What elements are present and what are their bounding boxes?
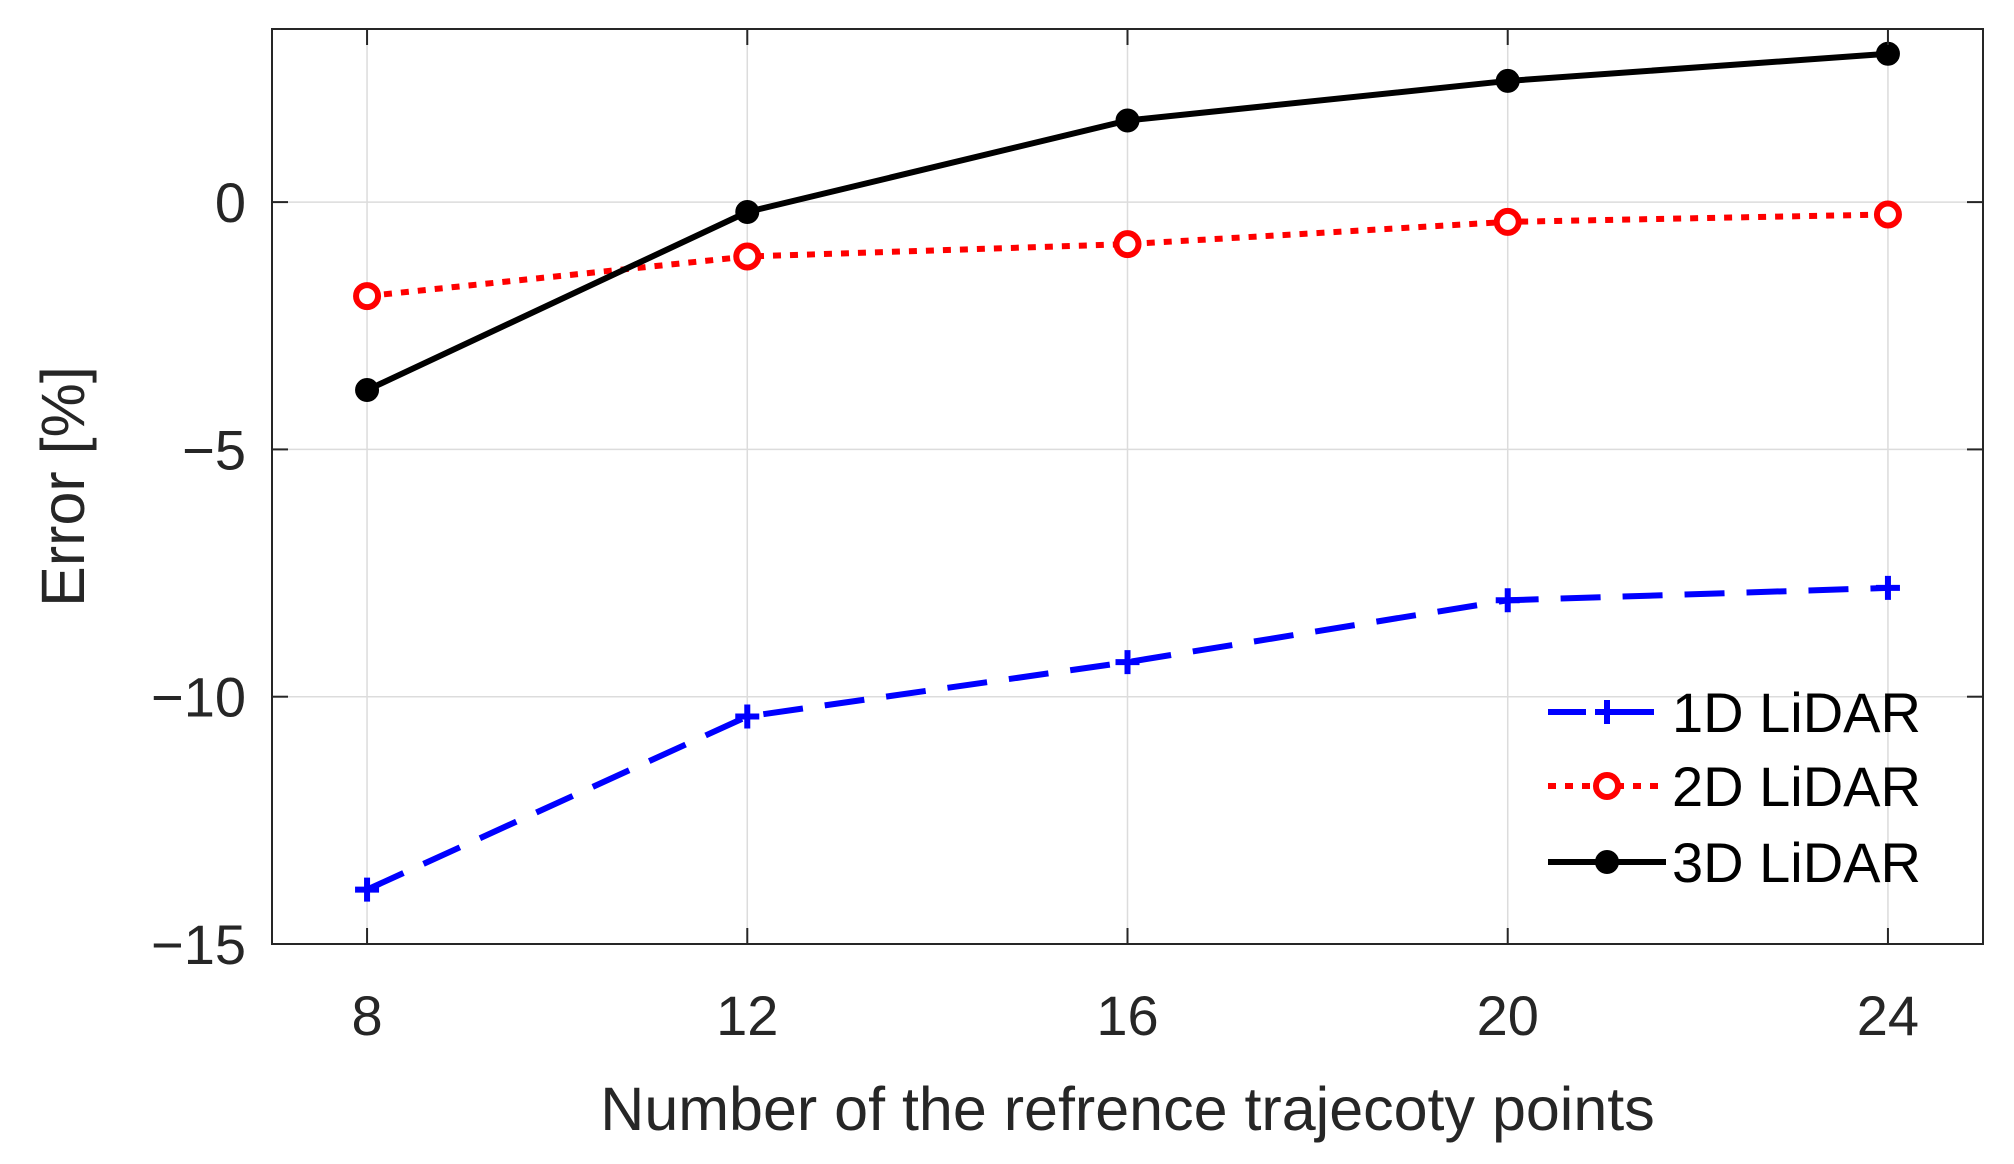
series-2d-lidar <box>353 200 1902 311</box>
data-point <box>355 877 380 902</box>
data-point <box>735 704 760 729</box>
ticks: 8 12 16 20 24 −15 −10 −5 0 <box>151 29 1983 1047</box>
data-point <box>1875 41 1900 66</box>
y-tick-label: −5 <box>182 418 246 481</box>
legend: 1D LiDAR 2D LiDAR 3D LiDAR <box>1548 681 1921 894</box>
series-group <box>353 41 1902 902</box>
data-point <box>1493 207 1522 236</box>
x-axis-label: Number of the refrence trajecoty points <box>600 1075 1654 1143</box>
legend-label: 2D LiDAR <box>1672 755 1921 818</box>
y-tick-label: 0 <box>215 171 246 234</box>
data-point <box>1875 575 1900 600</box>
x-tick-label: 24 <box>1857 984 1919 1047</box>
legend-marker <box>1593 772 1621 800</box>
x-tick-label: 20 <box>1477 984 1539 1047</box>
data-point <box>355 378 380 403</box>
x-tick-label: 8 <box>351 984 382 1047</box>
series-3d-lidar <box>355 41 1900 403</box>
data-point <box>353 282 382 311</box>
data-point <box>1115 108 1140 133</box>
data-point <box>1873 200 1902 229</box>
y-tick-label: −15 <box>151 913 246 976</box>
x-tick-label: 12 <box>716 984 778 1047</box>
series-line <box>365 584 1889 893</box>
y-tick-label: −10 <box>151 666 246 729</box>
data-point <box>1113 230 1142 259</box>
legend-label: 3D LiDAR <box>1672 831 1921 894</box>
legend-marker <box>1595 700 1619 724</box>
y-axis-label: Error [%] <box>29 366 97 607</box>
legend-label: 1D LiDAR <box>1672 681 1921 744</box>
data-point <box>1495 68 1520 93</box>
data-point <box>735 200 760 224</box>
legend-marker <box>1595 850 1619 874</box>
x-tick-label: 16 <box>1096 984 1158 1047</box>
series-1d-lidar <box>355 575 1900 902</box>
data-point <box>1115 650 1140 675</box>
data-point <box>733 242 762 271</box>
data-point <box>1495 588 1520 613</box>
